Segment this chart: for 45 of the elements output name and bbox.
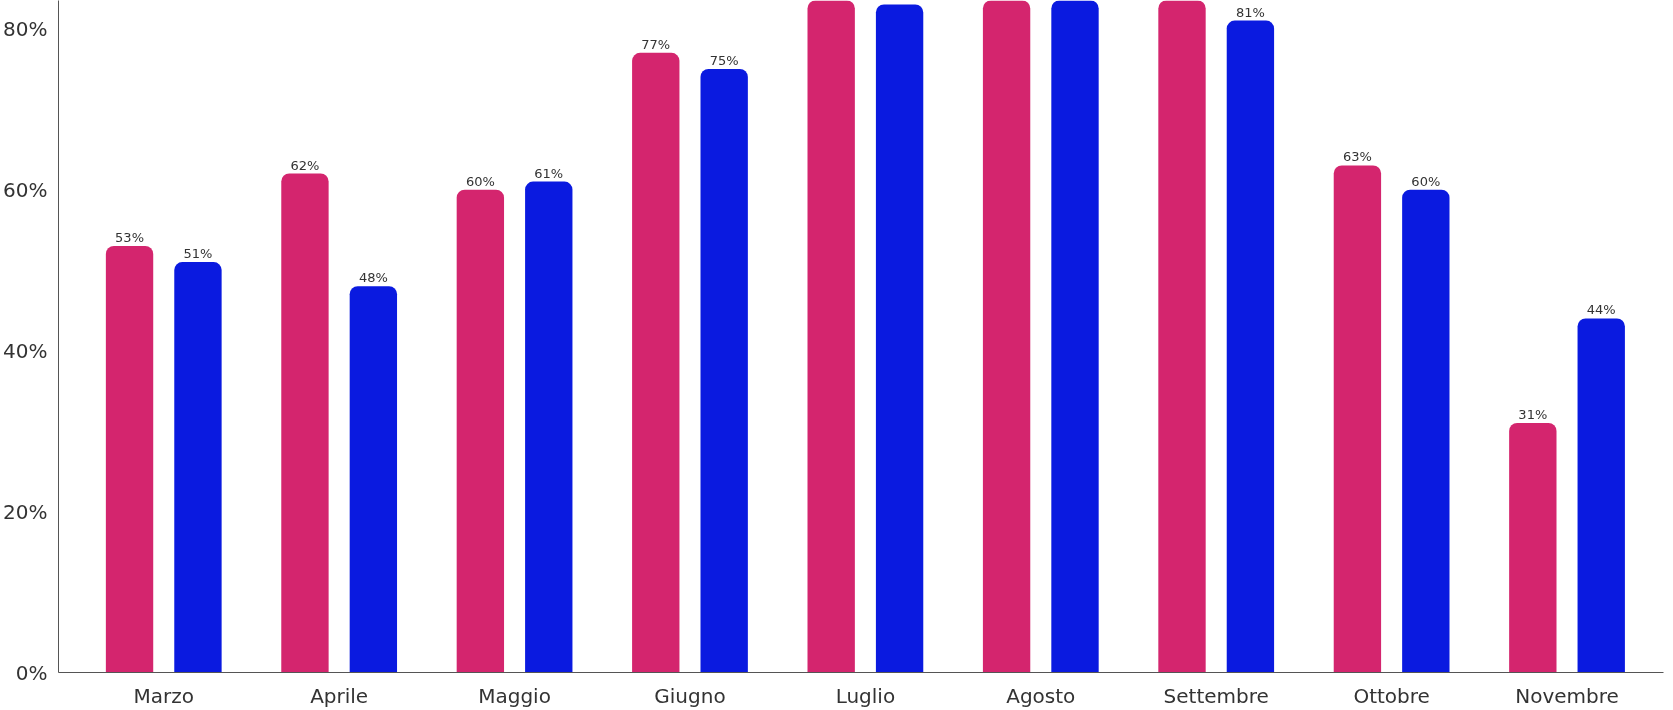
bar <box>982 0 1031 673</box>
bar <box>1577 318 1625 673</box>
x-tick-label: Novembre <box>1515 683 1619 708</box>
x-tick-label: Aprile <box>310 683 369 708</box>
bar <box>174 262 222 673</box>
data-label: 31% <box>1518 407 1548 423</box>
bar <box>456 189 505 673</box>
data-label: 53% <box>115 229 144 245</box>
x-tick-label: Maggio <box>478 683 551 708</box>
x-tick-label: Giugno <box>654 683 726 708</box>
bar <box>349 286 398 673</box>
bar <box>1226 20 1275 673</box>
x-tick-label: Marzo <box>133 683 194 708</box>
x-tick-label: Luglio <box>835 683 896 708</box>
bar <box>1051 0 1099 673</box>
data-label: 60% <box>1411 173 1441 189</box>
data-label: 75% <box>709 52 739 68</box>
bar <box>700 68 748 673</box>
bar <box>281 173 329 673</box>
bar <box>1333 165 1382 673</box>
bar <box>632 52 680 673</box>
y-tick-label: 60% <box>3 177 48 202</box>
y-tick-label: 80% <box>3 16 48 41</box>
x-tick-label: Agosto <box>1006 683 1076 708</box>
bar <box>1158 0 1206 673</box>
data-label: 60% <box>465 173 495 189</box>
x-tick-label: Settembre <box>1163 683 1269 708</box>
data-label: 63% <box>1342 149 1372 165</box>
data-label: 81% <box>1235 4 1265 20</box>
data-label: 61% <box>534 165 564 181</box>
data-label: 44% <box>1586 302 1616 318</box>
data-label: 51% <box>183 246 213 262</box>
data-label: 62% <box>290 157 320 173</box>
data-label: 48% <box>358 270 388 286</box>
y-tick-label: 0% <box>15 660 48 685</box>
bar <box>1509 423 1557 673</box>
bar <box>875 4 924 673</box>
bar <box>1402 189 1450 673</box>
bar <box>525 181 573 673</box>
y-tick-label: 40% <box>3 338 48 363</box>
y-tick-label: 20% <box>3 499 48 524</box>
bar <box>105 245 154 673</box>
bar <box>807 0 855 673</box>
x-tick-label: Ottobre <box>1353 683 1430 708</box>
data-label: 77% <box>641 36 671 52</box>
